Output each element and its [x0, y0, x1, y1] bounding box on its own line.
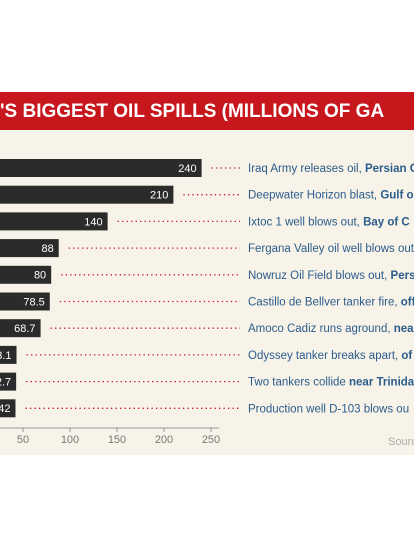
category-label-part: off	[401, 297, 414, 309]
source: Sourc	[388, 436, 414, 448]
value-label: 140	[84, 216, 102, 228]
category-label-part: near	[394, 323, 414, 335]
x-tick-label: 250	[202, 434, 220, 446]
value-label: 240	[178, 163, 196, 175]
x-tick-label: 50	[17, 434, 29, 446]
category-label-part: Production well D-103 blows ou	[248, 403, 409, 415]
category-label: Castillo de Bellver tanker fire, off	[248, 297, 414, 309]
category-label-part: Pers	[391, 270, 414, 282]
bar	[0, 319, 41, 338]
category-label: Odyssey tanker breaks apart, of	[248, 350, 412, 362]
category-label: Amoco Cadiz runs aground, near	[248, 323, 414, 335]
title-banner	[0, 92, 414, 130]
category-label: Production well D-103 blows ou	[248, 403, 409, 415]
x-tick-label: 100	[61, 434, 79, 446]
category-label: Iraq Army releases oil, Persian G	[248, 163, 414, 175]
value-label: 43.1	[0, 350, 12, 362]
bar	[0, 265, 52, 284]
value-label: 80	[34, 270, 46, 282]
chart-background	[0, 130, 414, 455]
category-label-part: Iraq Army releases oil,	[248, 163, 365, 175]
value-label: 88	[41, 243, 53, 255]
category-label-part: Gulf o	[380, 190, 413, 202]
value-label: 42	[0, 403, 10, 415]
value-label: 210	[150, 190, 168, 202]
category-label-part: Persian G	[365, 163, 414, 175]
value-label: 68.7	[14, 323, 35, 335]
chart-title: 'S BIGGEST OIL SPILLS (MILLIONS OF GA	[0, 101, 384, 122]
bar	[0, 212, 108, 231]
category-label: Ixtoc 1 well blows out, Bay of C	[248, 216, 410, 228]
category-label-part: near Trinida	[349, 377, 414, 389]
category-label-part: Fergana Valley oil well blows out	[248, 243, 414, 255]
bar	[0, 185, 174, 204]
category-label-part: Bay of C	[363, 216, 410, 228]
category-label-part: Castillo de Bellver tanker fire,	[248, 297, 401, 309]
value-label: 78.5	[23, 296, 44, 308]
category-label: Deepwater Horizon blast, Gulf o	[248, 190, 414, 202]
bar	[0, 372, 17, 391]
category-label-part: Two tankers collide	[248, 377, 349, 389]
x-tick-label: 150	[108, 434, 126, 446]
category-label: Nowruz Oil Field blows out, Pers	[248, 270, 414, 282]
category-label-part: Deepwater Horizon blast,	[248, 190, 380, 202]
bar	[0, 239, 59, 258]
value-label: 42.7	[0, 377, 11, 389]
bar	[0, 345, 17, 364]
bar	[0, 399, 16, 418]
category-label: Two tankers collide near Trinida	[248, 377, 414, 389]
bar	[0, 292, 50, 311]
category-label: Fergana Valley oil well blows out	[248, 243, 414, 255]
category-label-part: Nowruz Oil Field blows out,	[248, 270, 391, 282]
category-label-part: Amoco Cadiz runs aground,	[248, 323, 394, 335]
category-label-part: Ixtoc 1 well blows out,	[248, 216, 363, 228]
category-label-part: Odyssey tanker breaks apart,	[248, 350, 401, 362]
category-label-part: of	[401, 350, 412, 362]
x-tick-label: 200	[155, 434, 173, 446]
bar	[0, 159, 202, 177]
